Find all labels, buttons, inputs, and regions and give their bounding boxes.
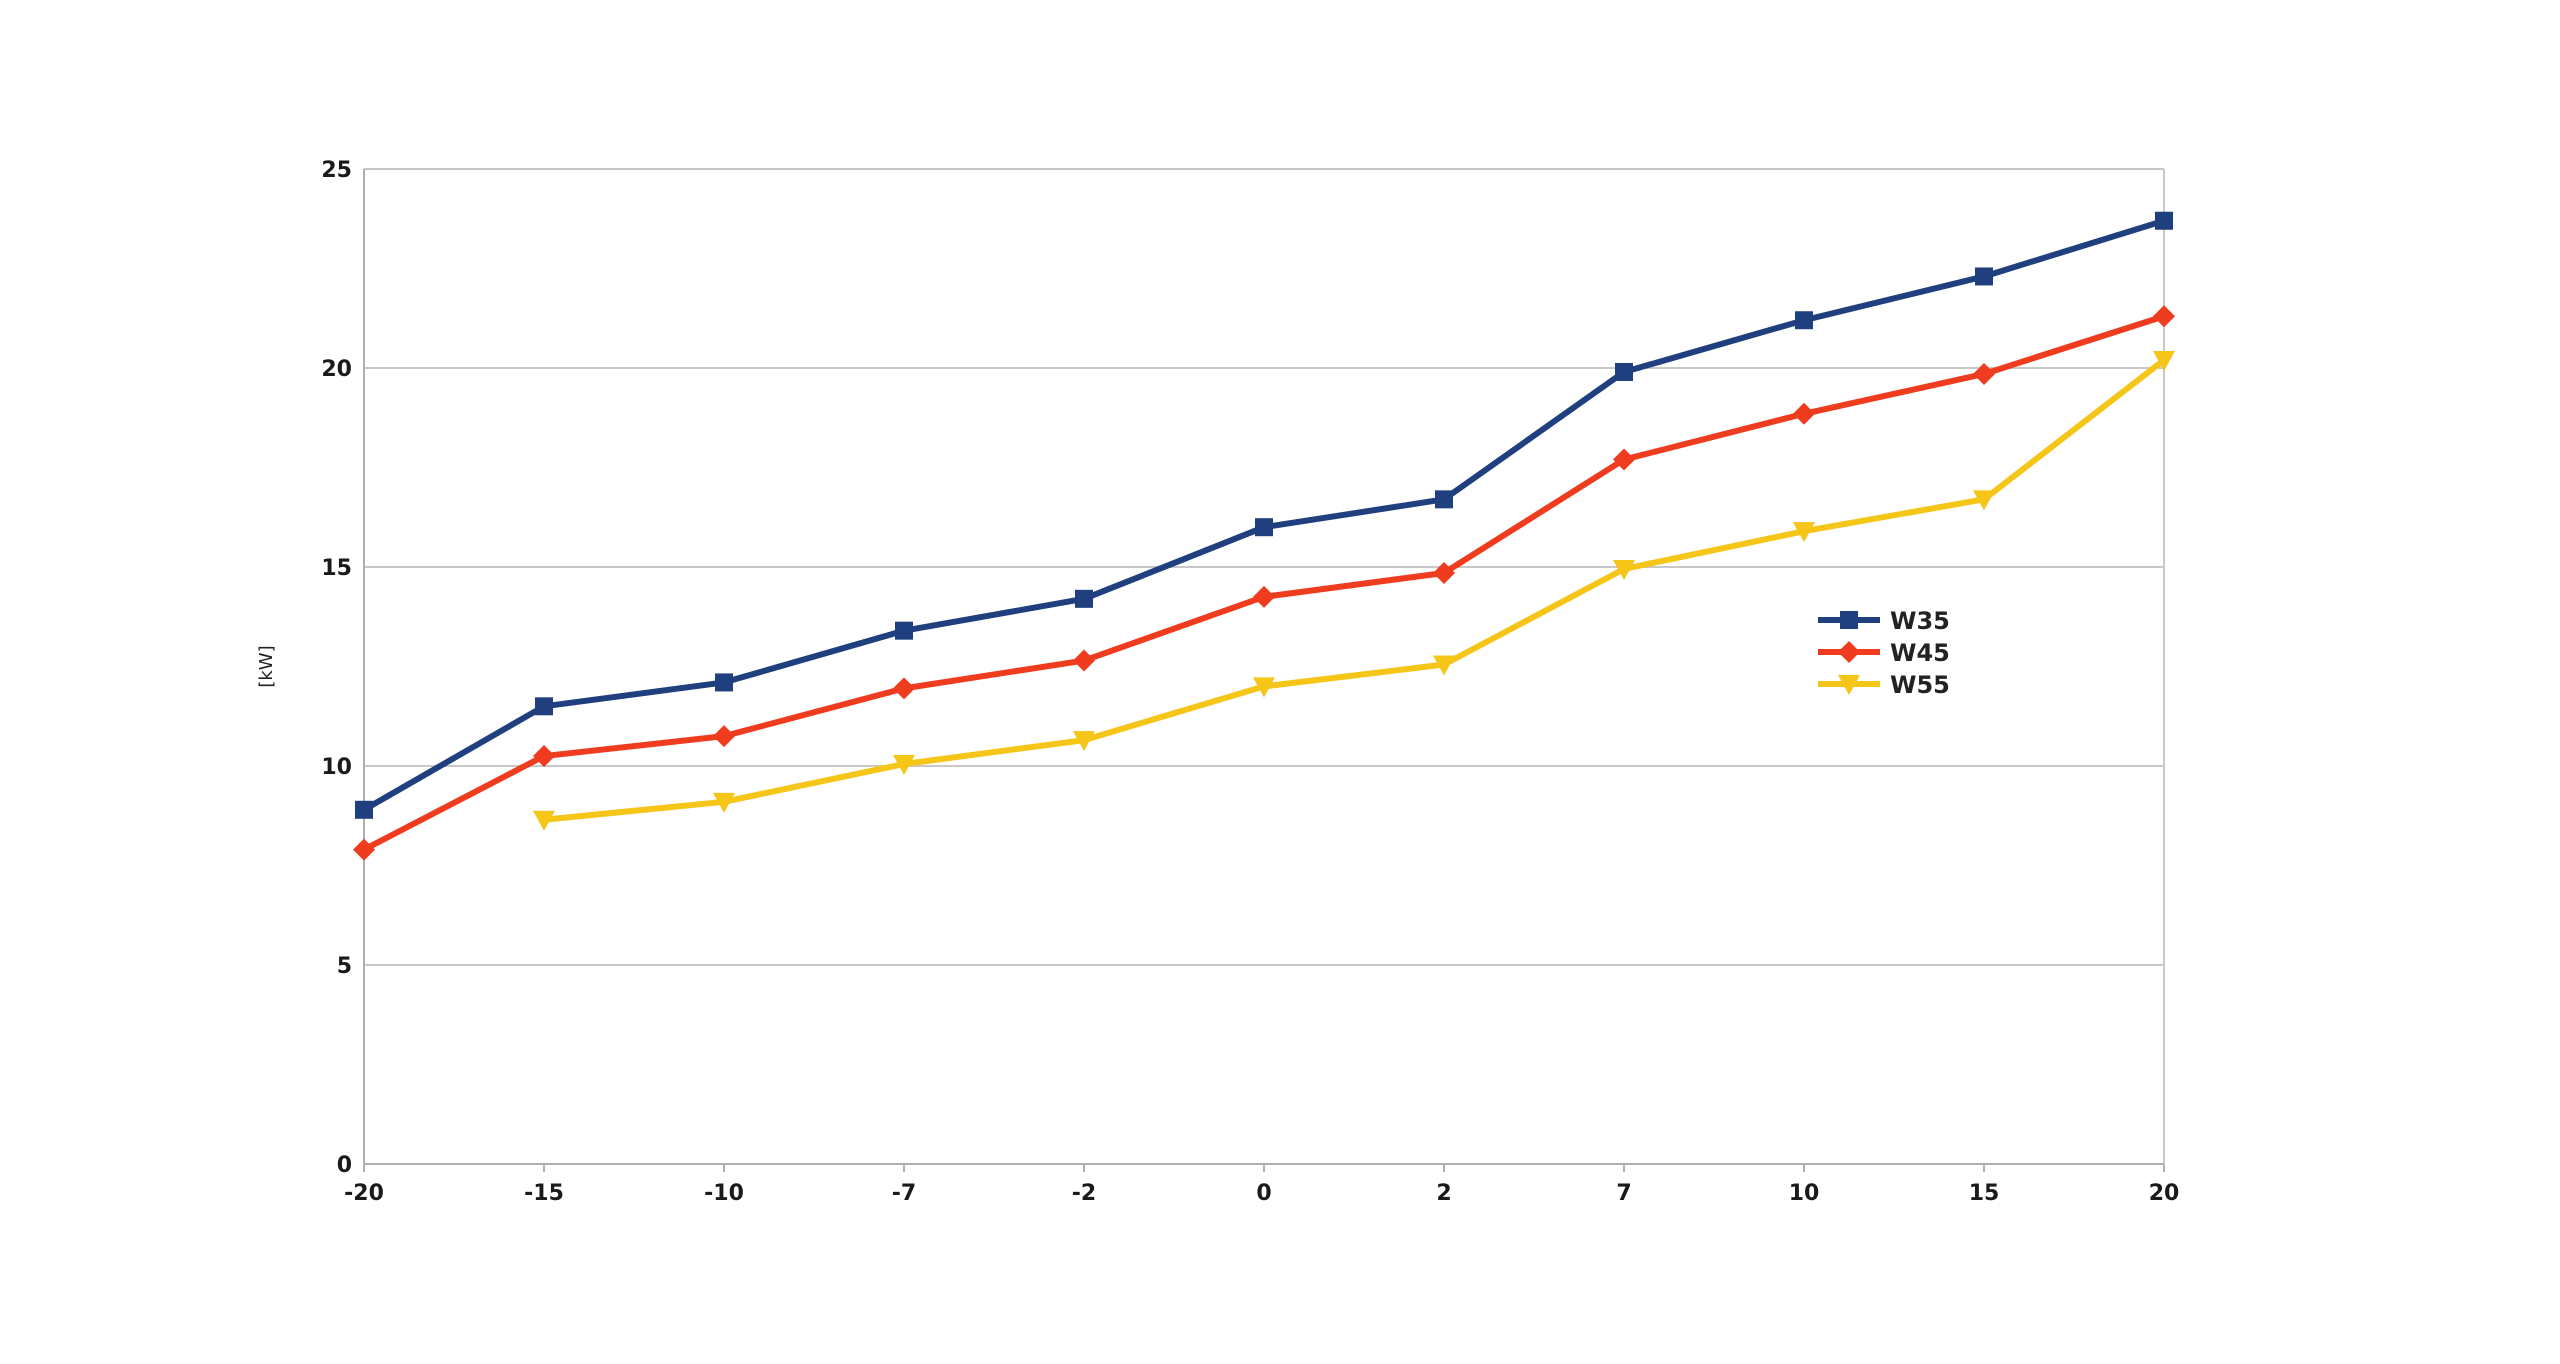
legend-label: W35 xyxy=(1890,607,1950,635)
data-point xyxy=(533,745,555,768)
data-point xyxy=(713,725,735,748)
legend-label: W55 xyxy=(1890,671,1950,699)
data-point xyxy=(1075,589,1093,608)
data-point xyxy=(1795,311,1813,330)
x-tick-label: -20 xyxy=(344,1181,384,1206)
legend: W35 W45 W55 xyxy=(1818,607,1950,699)
y-tick-label: 10 xyxy=(321,755,352,780)
data-point xyxy=(355,800,373,819)
y-tick-label: 15 xyxy=(321,556,352,581)
data-point xyxy=(1973,362,1995,385)
y-tick-label: 25 xyxy=(321,158,352,183)
series-w55 xyxy=(533,351,2175,831)
x-tick-label: -7 xyxy=(892,1181,916,1206)
data-point xyxy=(533,810,555,831)
x-tick-label: -10 xyxy=(704,1181,744,1206)
x-tick-label: -2 xyxy=(1072,1181,1096,1206)
legend-swatch-marker xyxy=(1840,611,1858,629)
data-point xyxy=(1433,655,1455,676)
legend-label: W45 xyxy=(1890,639,1950,667)
x-tick-label: 7 xyxy=(1616,1181,1631,1206)
data-point xyxy=(2155,211,2173,230)
series-lines xyxy=(353,211,2175,861)
data-point xyxy=(1253,585,1275,608)
x-tick-label: 15 xyxy=(1969,1181,2000,1206)
data-point xyxy=(1613,559,1635,580)
data-point xyxy=(1973,490,1995,511)
data-point xyxy=(1793,402,1815,425)
data-point xyxy=(1253,677,1275,698)
x-tick-label: 0 xyxy=(1256,1181,1271,1206)
x-tick-label: 20 xyxy=(2149,1181,2180,1206)
y-tick-label: 0 xyxy=(337,1153,352,1178)
legend-swatch-marker xyxy=(1838,675,1860,695)
series-line-w45 xyxy=(362,313,2165,853)
y-tick-label: 5 xyxy=(337,954,352,979)
legend-item-w45: W45 xyxy=(1818,639,1950,667)
x-tick-label: 10 xyxy=(1789,1181,1820,1206)
y-axis-ticks: 0 5 10 15 20 25 xyxy=(321,158,352,1178)
x-tick-label: 2 xyxy=(1436,1181,1451,1206)
data-point xyxy=(353,838,375,861)
legend-item-w35: W35 xyxy=(1818,607,1950,635)
y-tick-label: 20 xyxy=(321,357,352,382)
series-line-w55 xyxy=(543,357,2166,823)
y-axis-title: [kW] xyxy=(256,645,277,687)
legend-item-w55: W55 xyxy=(1818,671,1950,699)
data-point xyxy=(1613,448,1635,471)
data-point xyxy=(893,677,915,700)
data-point xyxy=(535,697,553,716)
series-w45 xyxy=(353,305,2175,861)
data-point xyxy=(1255,518,1273,537)
data-point xyxy=(1615,362,1633,381)
data-point xyxy=(1793,522,1815,543)
data-point xyxy=(1435,490,1453,509)
data-point xyxy=(2153,305,2175,328)
data-point xyxy=(2153,351,2175,372)
data-point xyxy=(1073,649,1095,672)
data-point xyxy=(715,673,733,692)
x-tick-label: -15 xyxy=(524,1181,564,1206)
data-point xyxy=(893,755,915,776)
x-axis-ticks: -20 -15 -10 -7 -2 0 2 7 10 15 20 xyxy=(344,1164,2179,1206)
data-point xyxy=(1073,731,1095,752)
series-w35 xyxy=(355,211,2173,819)
data-point xyxy=(713,792,735,813)
data-point xyxy=(1433,561,1455,584)
data-point xyxy=(895,621,913,640)
data-point xyxy=(1975,267,1993,286)
legend-swatch-marker xyxy=(1838,641,1860,663)
